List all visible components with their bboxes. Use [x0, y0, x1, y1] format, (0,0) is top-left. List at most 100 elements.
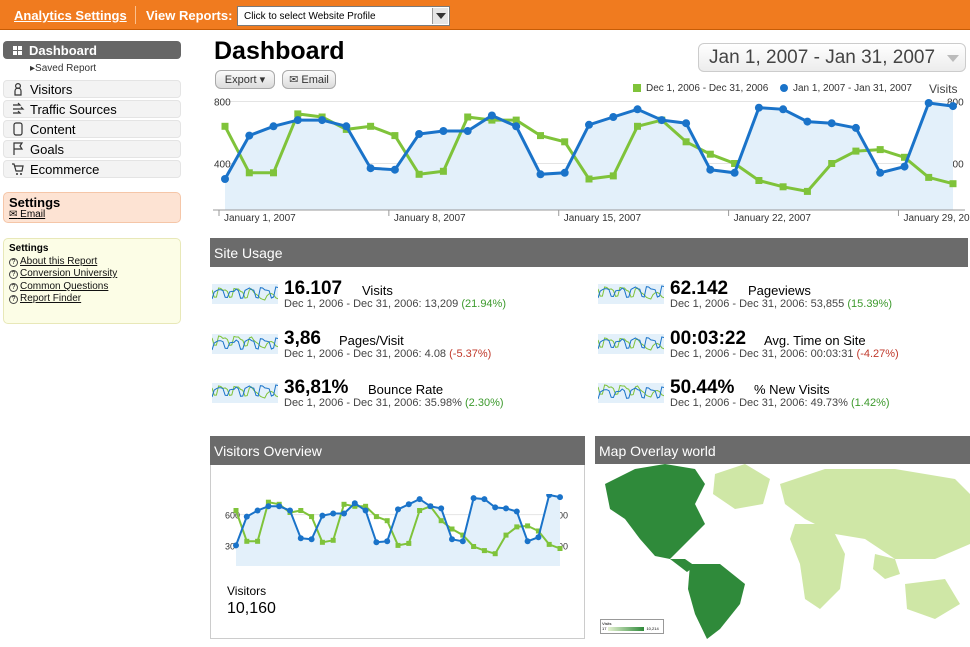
metric-label: Visits	[362, 283, 393, 298]
previous-series-point	[406, 540, 412, 546]
previous-series-point	[363, 503, 369, 509]
metric-label: Pages/Visit	[339, 333, 404, 348]
page-title: Dashboard	[214, 37, 345, 65]
metric-comparison: Dec 1, 2006 - Dec 31, 2006: 53,855 (15.3…	[670, 298, 892, 310]
current-series-point	[463, 127, 472, 135]
current-series-point	[384, 538, 391, 545]
previous-series-point	[471, 544, 477, 549]
settings-email-link[interactable]: ✉ Email	[9, 209, 46, 220]
sidebar-item-dashboard[interactable]: Dashboard	[3, 41, 181, 59]
current-series-point	[342, 122, 351, 131]
previous-series-point	[876, 146, 884, 154]
email-button[interactable]: ✉ Email	[282, 70, 336, 89]
previous-series-point	[245, 169, 253, 177]
legend-previous: Dec 1, 2006 - Dec 31, 2006	[633, 83, 768, 94]
current-series-point	[560, 168, 569, 177]
visitors-overview-header[interactable]: Visitors Overview	[210, 436, 585, 465]
current-series-point	[851, 123, 860, 132]
sidebar-item-goals[interactable]: Goals	[3, 140, 181, 158]
chevron-down-icon[interactable]	[432, 8, 448, 24]
person-icon	[11, 82, 25, 96]
current-series-point	[415, 130, 424, 138]
top-bar-divider	[135, 6, 136, 24]
conversion-university-link[interactable]: ? Conversion University	[9, 268, 117, 279]
chevron-down-icon: ▾	[259, 74, 266, 86]
view-reports-label: View Reports:	[146, 8, 233, 23]
sidebar-item-content[interactable]: Content	[3, 120, 181, 138]
analytics-settings-link[interactable]: Analytics Settings	[14, 8, 127, 23]
sparkline-previous	[598, 384, 664, 398]
metric-value: 00:03:22	[670, 328, 747, 349]
current-series-point	[682, 119, 691, 128]
current-series-point	[803, 117, 812, 126]
current-series-point	[949, 102, 957, 111]
sidebar-item-visitors[interactable]: Visitors	[3, 80, 181, 98]
question-icon: ?	[9, 283, 18, 292]
metric-value: 16.107	[284, 278, 343, 299]
current-series-point	[318, 116, 327, 125]
metric-label: % New Visits	[754, 382, 830, 397]
current-series-point	[293, 116, 302, 125]
current-series-point	[351, 500, 358, 507]
previous-series-point	[439, 167, 447, 175]
sidebar-item-label: Content	[30, 122, 76, 137]
current-series-point	[706, 165, 715, 174]
y-tick-label: 600	[225, 511, 240, 521]
current-series-point	[546, 494, 553, 498]
world-map[interactable]	[595, 464, 970, 639]
previous-series-point	[512, 116, 520, 124]
metric-comparison: Dec 1, 2006 - Dec 31, 2006: 49.73% (1.42…	[670, 397, 890, 409]
previous-series-point	[503, 532, 509, 538]
export-button[interactable]: Export ▾	[215, 70, 275, 89]
current-series-point	[585, 120, 593, 129]
about-report-link[interactable]: ? About this Report	[9, 256, 97, 267]
metric-comparison: Dec 1, 2006 - Dec 31, 2006: 13,209 (21.9…	[284, 298, 506, 310]
chevron-down-icon	[947, 55, 959, 62]
previous-series-point	[779, 183, 787, 191]
previous-series-point	[265, 499, 271, 505]
y-tick-label: 800	[214, 98, 231, 109]
report-finder-link[interactable]: ? Report Finder	[9, 293, 81, 304]
previous-series-point	[221, 122, 229, 130]
previous-series-point	[415, 170, 423, 178]
date-range-picker[interactable]: Jan 1, 2007 - Jan 31, 2007	[698, 43, 966, 72]
previous-series-point	[373, 514, 379, 520]
common-questions-link[interactable]: ? Common Questions	[9, 281, 108, 292]
sidebar-item-label: Dashboard	[29, 43, 97, 58]
metric-change: (21.94%)	[461, 298, 506, 310]
previous-series-point	[525, 523, 531, 529]
previous-series-point	[417, 508, 423, 513]
current-series-point	[308, 536, 315, 543]
metric-label: Avg. Time on Site	[764, 333, 866, 348]
current-series-point	[535, 534, 542, 541]
current-series-point	[492, 504, 499, 511]
metric-value: 62.142	[670, 278, 729, 299]
previous-series-point	[255, 538, 261, 544]
x-tick-label: January 22, 2007	[734, 213, 812, 224]
current-series-point	[319, 512, 326, 519]
current-series-point	[390, 165, 399, 174]
legend-dot-icon	[780, 84, 788, 92]
current-series-point	[657, 116, 666, 125]
current-series-point	[524, 538, 531, 545]
map-overlay-header[interactable]: Map Overlay world	[595, 436, 970, 465]
sidebar-item-traffic-sources[interactable]: Traffic Sources	[3, 100, 181, 118]
current-series-point	[287, 507, 293, 514]
sparkline	[212, 334, 278, 354]
current-series-point	[449, 536, 455, 543]
current-series-point	[265, 503, 272, 510]
previous-series-point	[319, 539, 325, 545]
website-profile-select[interactable]: Click to select Website Profile	[237, 6, 450, 26]
current-series-point	[754, 103, 763, 112]
previous-series-point	[464, 113, 472, 121]
metric-selector[interactable]: Visits	[929, 82, 958, 96]
current-series-point	[439, 127, 448, 135]
metric-change: (2.30%)	[465, 397, 504, 409]
previous-series-point	[585, 175, 593, 183]
sidebar-item-ecommerce[interactable]: Ecommerce	[3, 160, 181, 178]
previous-series-point	[270, 169, 277, 177]
current-series-point	[297, 535, 304, 542]
previous-series-point	[384, 518, 390, 524]
saved-report-link[interactable]: ▸Saved Report	[30, 63, 97, 74]
question-icon: ?	[9, 270, 18, 279]
